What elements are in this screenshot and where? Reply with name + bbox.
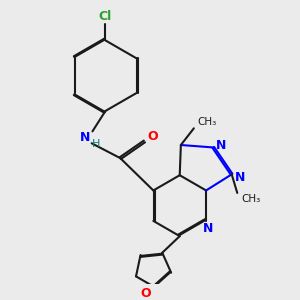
Text: O: O [140,287,151,300]
Text: O: O [147,130,158,143]
Text: CH₃: CH₃ [241,194,260,204]
Text: N: N [216,140,227,152]
Text: Cl: Cl [99,10,112,23]
Text: N: N [203,222,213,235]
Text: N: N [80,131,91,144]
Text: CH₃: CH₃ [197,117,217,127]
Text: H: H [92,140,101,149]
Text: N: N [235,171,245,184]
